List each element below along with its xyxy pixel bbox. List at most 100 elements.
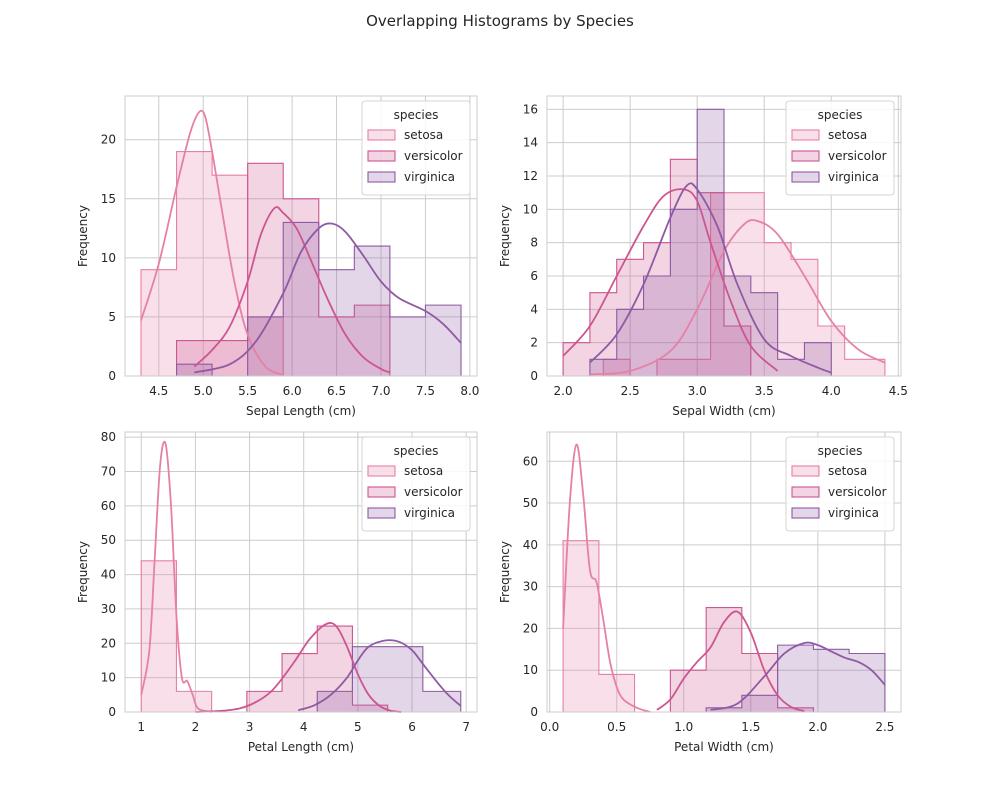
y-tick-label: 0	[530, 369, 538, 383]
y-tick-label: 15	[101, 192, 116, 206]
y-tick-label: 70	[101, 465, 116, 479]
x-tick-label: 1.0	[674, 720, 693, 734]
x-tick-label: 3.0	[688, 384, 707, 398]
y-tick-label: 0	[108, 369, 116, 383]
y-tick-label: 10	[101, 671, 116, 685]
y-tick-label: 60	[523, 454, 538, 468]
x-axis-label: Sepal Length (cm)	[246, 404, 356, 418]
legend-label-setosa: setosa	[828, 464, 867, 478]
x-tick-label: 2.0	[554, 384, 573, 398]
histogram-setosa	[140, 560, 213, 713]
legend: species setosa versicolor virginica	[361, 100, 471, 196]
x-tick-label: 7	[462, 720, 470, 734]
legend-swatch-setosa	[791, 129, 820, 141]
legend-swatch-versicolor	[791, 486, 820, 498]
kde-curve-versicolor	[656, 610, 805, 713]
x-tick-label: 5.0	[194, 384, 213, 398]
x-tick-label: 6.0	[283, 384, 302, 398]
plot-frame	[124, 431, 478, 713]
x-tick-label: 4	[300, 720, 308, 734]
kde-curve-setosa	[589, 219, 886, 376]
y-tick-label: 60	[101, 499, 116, 513]
y-axis-label: Frequency	[498, 541, 512, 603]
y-tick-label: 10	[523, 663, 538, 677]
legend-swatch-setosa	[367, 465, 396, 477]
x-tick-label: 4.5	[149, 384, 168, 398]
legend-swatch-virginica	[367, 171, 396, 183]
y-tick-label: 0	[530, 705, 538, 719]
histogram-virginica	[705, 644, 886, 713]
y-tick-label: 0	[108, 705, 116, 719]
plot-frame	[124, 95, 478, 377]
histogram-setosa	[562, 540, 636, 713]
kde-curve-setosa	[140, 109, 284, 376]
y-tick-label: 5	[108, 310, 116, 324]
legend: species setosa versicolor virginica	[361, 436, 471, 532]
legend-label-setosa: setosa	[828, 128, 867, 142]
x-tick-label: 3.5	[755, 384, 774, 398]
subplot-2: 2.0 2.5 3.0 3.5 4.0 4.5 0 2 4 6 8 10 12 14 16 Sepal Wid…	[498, 95, 908, 418]
legend: species setosa versicolor virginica	[785, 436, 895, 532]
y-tick-label: 14	[523, 136, 538, 150]
legend-title: species	[394, 444, 439, 458]
y-tick-label: 30	[523, 580, 538, 594]
legend-swatch-virginica	[791, 507, 820, 519]
legend: species setosa versicolor virginica	[785, 100, 895, 196]
y-tick-label: 10	[101, 251, 116, 265]
y-axis-label: Frequency	[498, 205, 512, 267]
legend-swatch-versicolor	[367, 150, 396, 162]
kde-curve-setosa	[140, 440, 212, 713]
legend-label-versicolor: versicolor	[828, 149, 887, 163]
y-tick-label: 20	[523, 621, 538, 635]
legend-title: species	[818, 108, 863, 122]
legend-title: species	[818, 444, 863, 458]
y-tick-label: 40	[523, 538, 538, 552]
kde-curve-virginica	[194, 222, 462, 374]
x-tick-label: 1	[137, 720, 145, 734]
y-axis-label: Frequency	[76, 541, 90, 603]
kde-curve-virginica	[298, 639, 462, 712]
legend-swatch-virginica	[367, 507, 396, 519]
legend-label-versicolor: versicolor	[404, 485, 463, 499]
x-tick-label: 2.0	[808, 720, 827, 734]
legend-label-virginica: virginica	[828, 170, 879, 184]
y-tick-label: 4	[530, 302, 538, 316]
figure-title: Overlapping Histograms by Species	[366, 12, 634, 30]
y-tick-label: 80	[101, 430, 116, 444]
subplot-1: 4.5 5.0 5.5 6.0 6.5 7.0 7.5 8.0 0 5 10 15 20 Sepal Le…	[76, 95, 479, 418]
x-tick-label: 3	[246, 720, 254, 734]
kde-curve-versicolor	[193, 206, 391, 374]
legend-label-setosa: setosa	[404, 128, 443, 142]
x-tick-label: 2	[192, 720, 200, 734]
y-tick-label: 20	[101, 636, 116, 650]
x-tick-label: 0.0	[540, 720, 559, 734]
legend-label-virginica: virginica	[404, 506, 455, 520]
legend-swatch-virginica	[791, 171, 820, 183]
x-axis-label: Petal Width (cm)	[674, 740, 774, 754]
kde-curve-setosa	[562, 443, 651, 713]
y-tick-label: 16	[523, 102, 538, 116]
x-tick-label: 6.5	[327, 384, 346, 398]
plot-frame	[546, 431, 902, 713]
legend-swatch-versicolor	[791, 150, 820, 162]
y-tick-label: 12	[523, 169, 538, 183]
legend-swatch-versicolor	[367, 486, 396, 498]
legend-label-virginica: virginica	[828, 506, 879, 520]
x-tick-label: 5.5	[238, 384, 257, 398]
x-axis-label: Petal Length (cm)	[248, 740, 354, 754]
kde-curve-virginica	[710, 641, 886, 711]
plot-frame	[546, 95, 902, 377]
x-tick-label: 0.5	[607, 720, 626, 734]
y-tick-label: 30	[101, 602, 116, 616]
legend-title: species	[394, 108, 439, 122]
x-axis-label: Sepal Width (cm)	[672, 404, 775, 418]
x-tick-label: 1.5	[741, 720, 760, 734]
y-tick-label: 6	[530, 269, 538, 283]
y-tick-label: 20	[101, 133, 116, 147]
kde-curve-versicolor	[195, 622, 402, 713]
x-tick-label: 6	[408, 720, 416, 734]
y-axis-label: Frequency	[76, 205, 90, 267]
